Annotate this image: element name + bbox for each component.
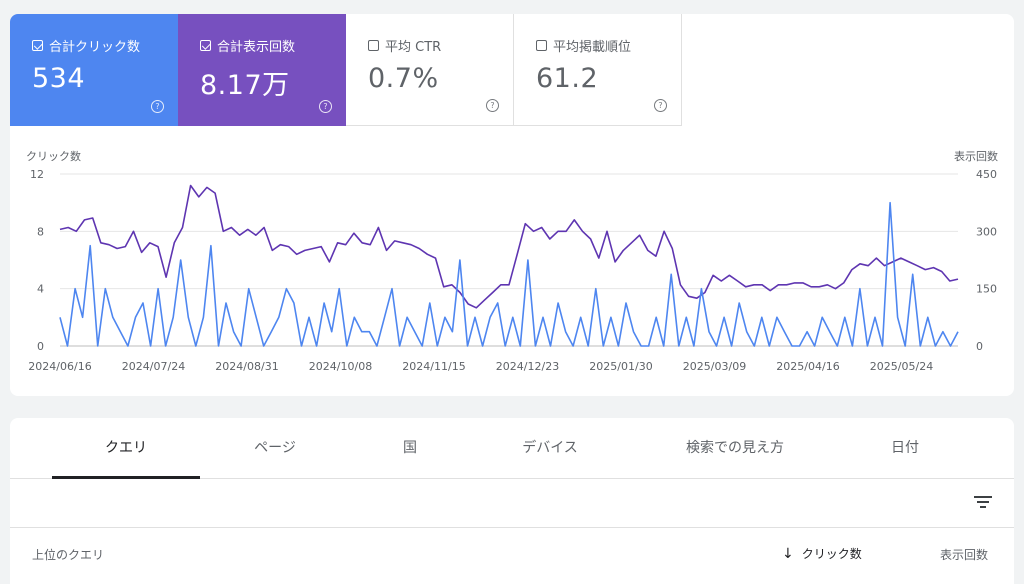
metric-label: 合計クリック数 [49, 40, 141, 55]
column-header-clicks[interactable]: ↓ クリック数 [782, 545, 862, 562]
checkbox-icon [200, 40, 211, 51]
tab-country[interactable]: 国 [403, 440, 417, 456]
x-tick-label: 2025/03/09 [683, 360, 746, 373]
right-tick-labels: 450 300 150 0 [976, 168, 997, 353]
left-tick-label: 8 [37, 225, 44, 238]
column-header-query: 上位のクエリ [32, 548, 105, 562]
x-tick-labels: 2024/06/16 2024/07/24 2024/08/31 2024/10/08… [28, 360, 933, 373]
metric-label: 合計表示回数 [217, 40, 296, 55]
x-tick-label: 2024/10/08 [309, 360, 372, 373]
performance-chart: クリック数 表示回数 12 8 4 0 450 300 150 0 2024/06/16 20… [10, 140, 1014, 390]
metric-value: 534 [32, 63, 86, 94]
help-icon[interactable]: ? [486, 99, 499, 112]
right-tick-label: 0 [976, 340, 983, 353]
help-icon[interactable]: ? [151, 100, 164, 113]
x-tick-label: 2024/06/16 [28, 360, 91, 373]
metric-value: 8.17万 [200, 70, 290, 101]
arrow-down-icon: ↓ [782, 545, 794, 562]
tab-date[interactable]: 日付 [891, 440, 919, 456]
table-header: 上位のクエリ ↓ クリック数 表示回数 [10, 528, 1014, 580]
help-icon[interactable]: ? [319, 100, 332, 113]
series-line-impressions [59, 184, 959, 309]
dimension-tabs: クエリ ページ 国 デバイス 検索での見え方 日付 [10, 418, 1014, 479]
x-tick-label: 2025/04/16 [776, 360, 839, 373]
right-tick-label: 150 [976, 283, 997, 296]
column-header-clicks-label: クリック数 [801, 547, 862, 561]
x-tick-label: 2025/05/24 [870, 360, 933, 373]
x-tick-label: 2024/08/31 [215, 360, 278, 373]
x-tick-label: 2024/11/15 [402, 360, 465, 373]
metric-label: 平均 CTR [385, 40, 442, 55]
chart-series [59, 184, 959, 347]
filter-row [10, 479, 1014, 528]
metric-label: 平均掲載順位 [553, 40, 632, 55]
left-tick-label: 0 [37, 340, 44, 353]
left-tick-label: 12 [30, 168, 44, 181]
column-header-impressions[interactable]: 表示回数 [939, 548, 988, 562]
left-tick-label: 4 [37, 283, 44, 296]
tab-device[interactable]: デバイス [522, 440, 578, 456]
metric-average-position[interactable]: 平均掲載順位 61.2 ? [514, 14, 682, 126]
right-tick-label: 450 [976, 168, 997, 181]
metric-value: 61.2 [536, 63, 599, 94]
tab-search-appearance[interactable]: 検索での見え方 [686, 440, 784, 456]
tab-query[interactable]: クエリ [52, 418, 200, 479]
x-tick-label: 2024/07/24 [122, 360, 185, 373]
metric-tiles: 合計クリック数 534 ? 合計表示回数 8.17万 ? 平均 CTR 0.7%… [10, 14, 682, 126]
x-tick-label: 2025/01/30 [589, 360, 652, 373]
left-axis-label: クリック数 [26, 150, 81, 163]
help-icon[interactable]: ? [654, 99, 667, 112]
left-tick-labels: 12 8 4 0 [30, 168, 44, 353]
checkbox-icon [368, 40, 379, 51]
performance-card: 合計クリック数 534 ? 合計表示回数 8.17万 ? 平均 CTR 0.7%… [10, 14, 1014, 396]
x-tick-label: 2024/12/23 [496, 360, 559, 373]
dimension-table-card: クエリ ページ 国 デバイス 検索での見え方 日付 上位のクエリ ↓ クリック数… [10, 418, 1014, 584]
filter-icon[interactable] [974, 495, 992, 509]
tab-page[interactable]: ページ [254, 440, 296, 456]
chart-grid [60, 173, 958, 347]
series-line-clicks [59, 201, 959, 347]
right-axis-label: 表示回数 [954, 149, 998, 163]
checkbox-icon [536, 40, 547, 51]
metric-value: 0.7% [368, 63, 439, 94]
metric-total-clicks[interactable]: 合計クリック数 534 ? [10, 14, 178, 126]
metric-total-impressions[interactable]: 合計表示回数 8.17万 ? [178, 14, 346, 126]
metric-average-ctr[interactable]: 平均 CTR 0.7% ? [346, 14, 514, 126]
right-tick-label: 300 [976, 225, 997, 238]
checkbox-icon [32, 40, 43, 51]
